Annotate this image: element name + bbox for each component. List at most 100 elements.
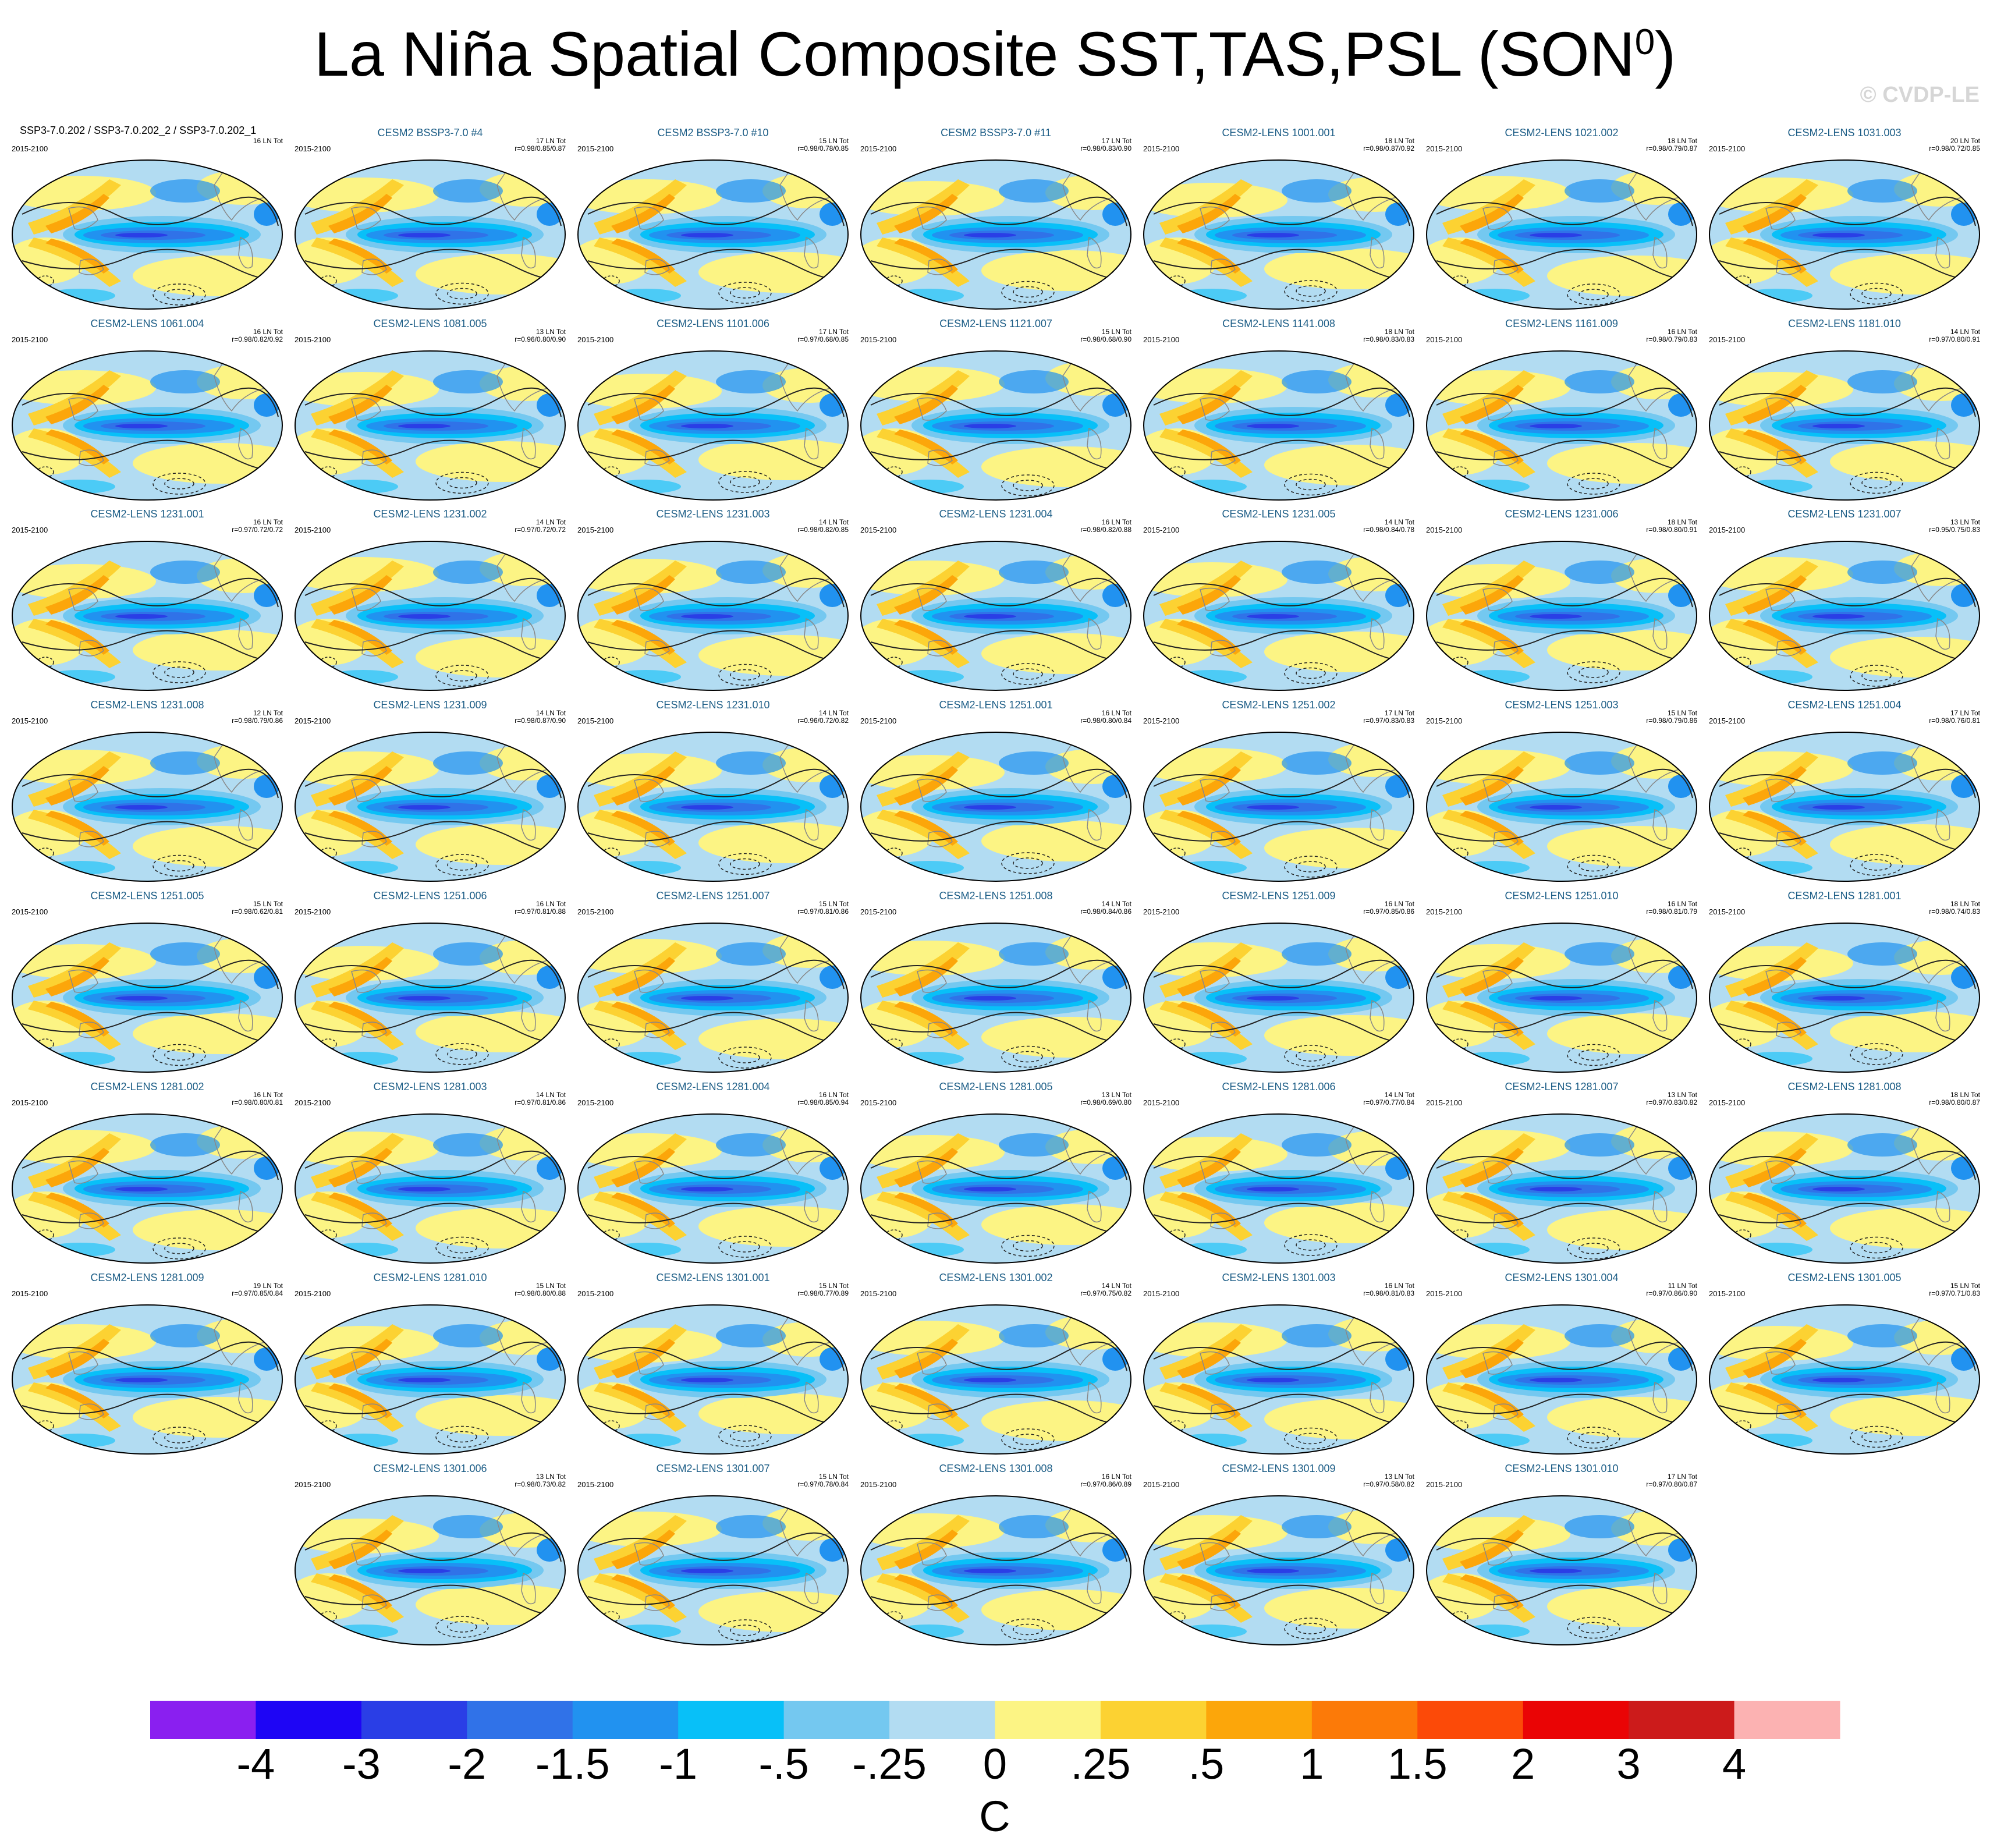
panel-stats: r=0.97/0.83/0.82: [1646, 1098, 1697, 1106]
panel-event-count: 14 LN Tot r=0.97/0.72/0.72: [515, 519, 566, 534]
map-panel: CESM2 BSSP3-7.0 #4 2015-2100 17 LN Tot r=0.…: [293, 127, 567, 317]
panel-count: 14 LN Tot: [535, 518, 566, 526]
colorbar-swatch: [1100, 1701, 1207, 1739]
panel-years: 2015-2100: [1709, 1289, 1746, 1298]
panel-title: CESM2 BSSP3-7.0 #10: [657, 127, 769, 139]
panel-event-count: 16 LN Tot r=0.97/0.81/0.88: [515, 900, 566, 916]
composite-map: [12, 923, 283, 1073]
panel-title: CESM2-LENS 1281.007: [1505, 1081, 1619, 1093]
panel-event-count: 16 LN Tot r=0.98/0.81/0.79: [1646, 900, 1697, 916]
composite-map: [577, 1113, 849, 1264]
composite-map: [295, 350, 566, 501]
panel-stats: r=0.97/0.85/0.84: [232, 1289, 283, 1297]
composite-map: [1426, 732, 1697, 882]
panel-event-count: 17 LN Tot r=0.98/0.85/0.87: [515, 137, 566, 152]
panel-count: 16 LN Tot: [818, 1091, 849, 1099]
composite-map: [1143, 541, 1414, 691]
panel-event-count: 15 LN Tot r=0.98/0.62/0.81: [232, 900, 283, 916]
colorbar-tick-label: .5: [1188, 1740, 1225, 1788]
composite-map: [860, 923, 1131, 1073]
map-panel: CESM2-LENS 1251.002 2015-2100 17 LN Tot r=0…: [1142, 699, 1416, 889]
map-panel: CESM2-LENS 1101.006 2015-2100 17 LN Tot r=0…: [576, 318, 850, 508]
panel-title: CESM2-LENS 1281.010: [373, 1272, 487, 1283]
panel-count: 14 LN Tot: [818, 709, 849, 717]
map-panel: CESM2-LENS 1301.007 2015-2100 15 LN Tot r=0…: [576, 1463, 850, 1652]
panel-title: CESM2-LENS 1251.007: [656, 890, 770, 902]
composite-map: [860, 1113, 1131, 1264]
panel-stats: r=0.97/0.80/0.91: [1929, 335, 1980, 343]
composite-map: [577, 350, 849, 501]
panel-event-count: 13 LN Tot r=0.98/0.69/0.80: [1080, 1091, 1131, 1106]
panel-years: 2015-2100: [295, 526, 331, 534]
panel-years: 2015-2100: [577, 144, 614, 153]
panel-event-count: 20 LN Tot r=0.98/0.72/0.85: [1929, 137, 1980, 152]
panel-count: 18 LN Tot: [1384, 137, 1414, 145]
panel-title: CESM2-LENS 1061.004: [90, 318, 204, 329]
panel-stats: r=0.98/0.79/0.87: [1646, 144, 1697, 152]
map-panel: CESM2-LENS 1231.008 2015-2100 12 LN Tot r=0…: [10, 699, 284, 889]
map-panel: CESM2-LENS 1231.007 2015-2100 13 LN Tot r=0…: [1708, 508, 1981, 698]
panel-stats: r=0.98/0.79/0.86: [232, 717, 283, 725]
panel-stats: r=0.98/0.79/0.86: [1646, 717, 1697, 725]
panel-stats: r=0.97/0.75/0.82: [1080, 1289, 1131, 1297]
composite-map: [1143, 1113, 1414, 1264]
panel-stats: r=0.98/0.68/0.90: [1080, 335, 1131, 343]
panel-stats: r=0.97/0.68/0.85: [797, 335, 849, 343]
panel-stats: r=0.98/0.87/0.90: [515, 717, 566, 725]
panel-years: 2015-2100: [1709, 526, 1746, 534]
panel-stats: r=0.98/0.69/0.80: [1080, 1098, 1131, 1106]
panel-count: 14 LN Tot: [535, 1091, 566, 1099]
panel-event-count: 18 LN Tot r=0.98/0.80/0.91: [1646, 519, 1697, 534]
panel-stats: r=0.98/0.85/0.87: [515, 144, 566, 152]
composite-map: [1426, 923, 1697, 1073]
panel-event-count: 14 LN Tot r=0.97/0.75/0.82: [1080, 1282, 1131, 1297]
map-panel: CESM2-LENS 1231.002 2015-2100 14 LN Tot r=0…: [293, 508, 567, 698]
panel-title: CESM2-LENS 1231.005: [1222, 508, 1336, 520]
panel-event-count: 17 LN Tot r=0.97/0.68/0.85: [797, 328, 849, 343]
panel-title: CESM2-LENS 1281.004: [656, 1081, 770, 1093]
panel-years: 2015-2100: [1143, 144, 1180, 153]
panel-event-count: 13 LN Tot r=0.98/0.73/0.82: [515, 1473, 566, 1488]
panel-count: 14 LN Tot: [535, 709, 566, 717]
panel-event-count: 14 LN Tot r=0.97/0.77/0.84: [1363, 1091, 1414, 1106]
composite-map: [1426, 1304, 1697, 1455]
panel-title: CESM2-LENS 1251.009: [1222, 890, 1336, 902]
panel-title: CESM2-LENS 1281.009: [90, 1272, 204, 1283]
composite-map: [1143, 1495, 1414, 1645]
panel-years: 2015-2100: [577, 1480, 614, 1489]
panel-stats: r=0.98/0.83/0.90: [1080, 144, 1131, 152]
panel-count: 20 LN Tot: [1950, 137, 1980, 145]
panel-count: 16 LN Tot: [253, 328, 283, 336]
panel-years: 2015-2100: [12, 144, 48, 153]
panel-stats: r=0.97/0.72/0.72: [232, 526, 283, 534]
colorbar-swatch: [1523, 1701, 1629, 1739]
map-panel: CESM2-LENS 1231.004 2015-2100 16 LN Tot r=0…: [859, 508, 1133, 698]
panel-event-count: 16 LN Tot r=0.97/0.85/0.86: [1363, 900, 1414, 916]
panel-event-count: 13 LN Tot r=0.95/0.75/0.83: [1929, 519, 1980, 534]
panel-event-count: 18 LN Tot r=0.98/0.74/0.83: [1929, 900, 1980, 916]
panel-title: CESM2-LENS 1021.002: [1505, 127, 1619, 139]
panel-stats: r=0.98/0.82/0.85: [797, 526, 849, 534]
panel-title: CESM2-LENS 1281.001: [1787, 890, 1902, 902]
copyright-watermark: © CVDP-LE: [1860, 83, 1980, 107]
panel-count: 14 LN Tot: [1950, 328, 1980, 336]
panel-stats: r=0.98/0.82/0.88: [1080, 526, 1131, 534]
panel-years: 2015-2100: [577, 335, 614, 344]
composite-map: [1143, 350, 1414, 501]
colorbar-swatch: [361, 1701, 467, 1739]
panel-title: CESM2-LENS 1231.001: [90, 508, 204, 520]
composite-map: [295, 541, 566, 691]
map-panel: CESM2-LENS 1281.001 2015-2100 18 LN Tot r=0…: [1708, 890, 1981, 1080]
panel-stats: r=0.97/0.72/0.72: [515, 526, 566, 534]
composite-map: [295, 1113, 566, 1264]
panel-years: 2015-2100: [1709, 335, 1746, 344]
panel-stats: r=0.97/0.71/0.83: [1929, 1289, 1980, 1297]
panel-title: CESM2-LENS 1231.009: [373, 699, 487, 711]
panel-years: 2015-2100: [860, 335, 897, 344]
colorbar-unit: C: [979, 1792, 1010, 1840]
map-panel: CESM2-LENS 1251.009 2015-2100 16 LN Tot r=0…: [1142, 890, 1416, 1080]
colorbar-swatch: [1311, 1701, 1418, 1739]
panel-count: 19 LN Tot: [253, 1282, 283, 1290]
colorbar-swatch: [150, 1701, 256, 1739]
map-panel: CESM2-LENS 1301.005 2015-2100 15 LN Tot r=0…: [1708, 1272, 1981, 1462]
